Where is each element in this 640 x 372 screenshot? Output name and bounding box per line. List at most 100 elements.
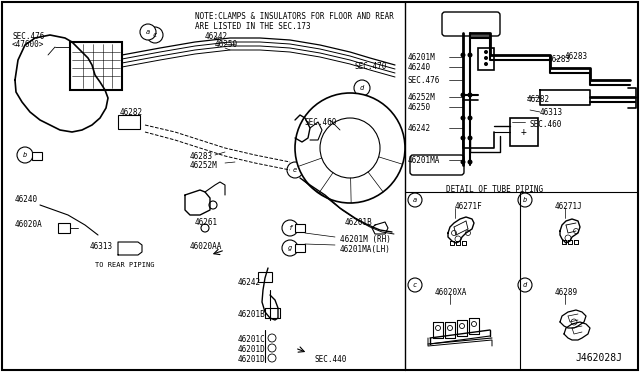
Circle shape [467, 93, 472, 97]
Circle shape [467, 135, 472, 141]
Text: a: a [413, 197, 417, 203]
Circle shape [467, 160, 472, 164]
Circle shape [201, 224, 209, 232]
Text: 46020A: 46020A [15, 220, 43, 229]
Text: 46313: 46313 [540, 108, 563, 117]
Circle shape [573, 228, 579, 234]
Text: 46242: 46242 [205, 32, 228, 41]
Text: 46282: 46282 [120, 108, 143, 117]
Circle shape [484, 50, 488, 54]
Text: f: f [288, 225, 292, 231]
Bar [70, 42, 122, 90]
Text: 46250: 46250 [215, 40, 238, 49]
Text: 46201B: 46201B [345, 218, 372, 227]
Text: 46201M (RH): 46201M (RH) [340, 235, 391, 244]
Text: b: b [23, 152, 27, 158]
Circle shape [435, 326, 440, 330]
Circle shape [472, 321, 477, 327]
Circle shape [467, 115, 472, 121]
Text: 46201C: 46201C [238, 335, 266, 344]
Circle shape [461, 52, 465, 58]
Bar [510, 118, 538, 146]
Circle shape [408, 193, 422, 207]
Text: <47600>: <47600> [12, 40, 44, 49]
Circle shape [320, 118, 380, 178]
Circle shape [484, 62, 488, 66]
Circle shape [354, 80, 370, 96]
Circle shape [147, 27, 163, 43]
Text: TO REAR PIPING: TO REAR PIPING [95, 262, 154, 268]
Text: 46271F: 46271F [455, 202, 483, 211]
Bar [58, 223, 70, 233]
Circle shape [461, 160, 465, 164]
Text: 46313: 46313 [90, 242, 113, 251]
Text: SEC.460: SEC.460 [305, 118, 337, 127]
Bar [478, 48, 494, 70]
Text: +: + [521, 127, 527, 137]
Circle shape [282, 240, 298, 256]
Circle shape [287, 162, 303, 178]
Circle shape [565, 235, 571, 241]
Text: g: g [288, 245, 292, 251]
Text: 46201D: 46201D [238, 345, 266, 354]
Circle shape [295, 93, 405, 203]
Text: 46020AA: 46020AA [190, 242, 222, 251]
Circle shape [268, 344, 276, 352]
Circle shape [518, 278, 532, 292]
Bar [258, 272, 272, 282]
Bar [118, 115, 140, 129]
Circle shape [461, 93, 465, 97]
Text: 46271J: 46271J [555, 202, 583, 211]
Circle shape [140, 24, 156, 40]
Text: 46282: 46282 [527, 95, 550, 104]
Text: 46201M: 46201M [408, 52, 436, 61]
Circle shape [282, 220, 298, 236]
Text: SEC.470: SEC.470 [355, 62, 387, 71]
Text: d: d [360, 85, 364, 91]
Text: SEC.476: SEC.476 [408, 76, 440, 84]
Circle shape [447, 326, 452, 330]
Text: SEC.460: SEC.460 [530, 120, 563, 129]
Text: SEC.440: SEC.440 [315, 355, 348, 364]
Text: 46201D: 46201D [238, 355, 266, 364]
Text: 46240: 46240 [408, 62, 431, 71]
Circle shape [461, 135, 465, 141]
Text: e: e [293, 167, 297, 173]
Text: J462028J: J462028J [575, 353, 622, 363]
Text: a: a [146, 29, 150, 35]
Text: 46201MA(LH): 46201MA(LH) [340, 245, 391, 254]
Bar [295, 224, 305, 232]
Text: c: c [413, 282, 417, 288]
Text: 46252M: 46252M [408, 93, 436, 102]
Bar [295, 244, 305, 252]
Text: 46289: 46289 [555, 288, 578, 297]
Circle shape [268, 334, 276, 342]
Circle shape [209, 201, 217, 209]
Circle shape [571, 319, 577, 325]
Circle shape [455, 236, 461, 242]
Text: 46020XA: 46020XA [435, 288, 467, 297]
Text: 46250: 46250 [408, 103, 431, 112]
Text: d: d [523, 282, 527, 288]
Circle shape [268, 354, 276, 362]
Text: 46240: 46240 [15, 195, 38, 204]
Circle shape [484, 56, 488, 60]
Text: c: c [153, 32, 157, 38]
Text: DETAIL OF TUBE PIPING: DETAIL OF TUBE PIPING [447, 185, 543, 194]
Circle shape [451, 231, 456, 235]
Text: 46261: 46261 [195, 218, 218, 227]
Circle shape [408, 278, 422, 292]
Text: 46283: 46283 [190, 152, 213, 161]
Text: 46242: 46242 [408, 124, 431, 132]
Circle shape [518, 193, 532, 207]
FancyBboxPatch shape [442, 12, 500, 36]
Bar [32, 152, 42, 160]
Text: b: b [523, 197, 527, 203]
FancyBboxPatch shape [410, 155, 464, 175]
Text: SEC.476: SEC.476 [12, 32, 44, 41]
Circle shape [465, 231, 470, 235]
Text: 46201B: 46201B [238, 310, 266, 319]
Text: 46201MA: 46201MA [408, 155, 440, 164]
Circle shape [17, 147, 33, 163]
Circle shape [461, 115, 465, 121]
